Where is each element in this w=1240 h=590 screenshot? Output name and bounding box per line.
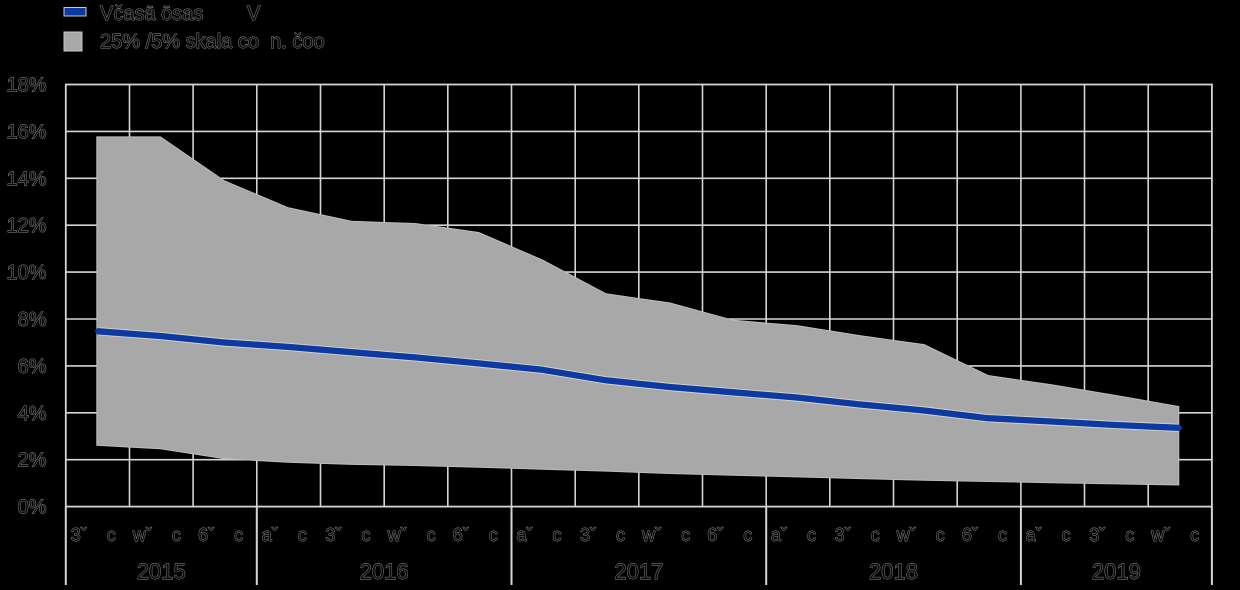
svg-text:6ˇ c: 6ˇ c — [707, 525, 752, 545]
svg-text:6%: 6% — [18, 356, 47, 378]
svg-text:wˇ c: wˇ c — [896, 525, 945, 545]
svg-text:6ˇ c: 6ˇ c — [198, 525, 243, 545]
svg-text:aˇ c: aˇ c — [516, 525, 561, 545]
svg-text:6ˇ c: 6ˇ c — [453, 525, 498, 545]
svg-text:25% /5% skala co n. čoo: 25% /5% skala co n. čoo — [100, 31, 325, 53]
svg-text:aˇ c: aˇ c — [262, 525, 307, 545]
svg-text:wˇ c: wˇ c — [387, 525, 436, 545]
svg-text:2019: 2019 — [1092, 559, 1141, 584]
svg-text:2016: 2016 — [360, 559, 409, 584]
svg-text:Včasā ōsas: Včasā ōsas — [100, 3, 203, 25]
svg-text:wˇ c: wˇ c — [132, 525, 181, 545]
svg-text:3ˇ c: 3ˇ c — [1089, 525, 1134, 545]
svg-text:2%: 2% — [18, 450, 47, 472]
svg-text:V: V — [247, 3, 261, 25]
svg-text:16%: 16% — [6, 121, 46, 143]
svg-text:3ˇ c: 3ˇ c — [71, 525, 116, 545]
svg-text:8%: 8% — [18, 309, 47, 331]
svg-text:2015: 2015 — [137, 559, 186, 584]
svg-text:aˇ c: aˇ c — [771, 525, 816, 545]
svg-text:3ˇ c: 3ˇ c — [835, 525, 880, 545]
svg-text:6ˇ c: 6ˇ c — [962, 525, 1007, 545]
svg-text:wˇ c: wˇ c — [1150, 525, 1199, 545]
svg-text:3ˇ c: 3ˇ c — [580, 525, 625, 545]
svg-text:14%: 14% — [6, 168, 46, 190]
svg-text:2018: 2018 — [869, 559, 918, 584]
svg-text:3ˇ c: 3ˇ c — [325, 525, 370, 545]
svg-text:10%: 10% — [6, 262, 46, 284]
svg-text:wˇ c: wˇ c — [641, 525, 690, 545]
svg-text:0%: 0% — [18, 497, 47, 519]
svg-text:2017: 2017 — [614, 559, 663, 584]
svg-text:4%: 4% — [18, 403, 47, 425]
svg-text:aˇ c: aˇ c — [1025, 525, 1070, 545]
svg-text:12%: 12% — [6, 215, 46, 237]
svg-text:18%: 18% — [6, 75, 46, 97]
